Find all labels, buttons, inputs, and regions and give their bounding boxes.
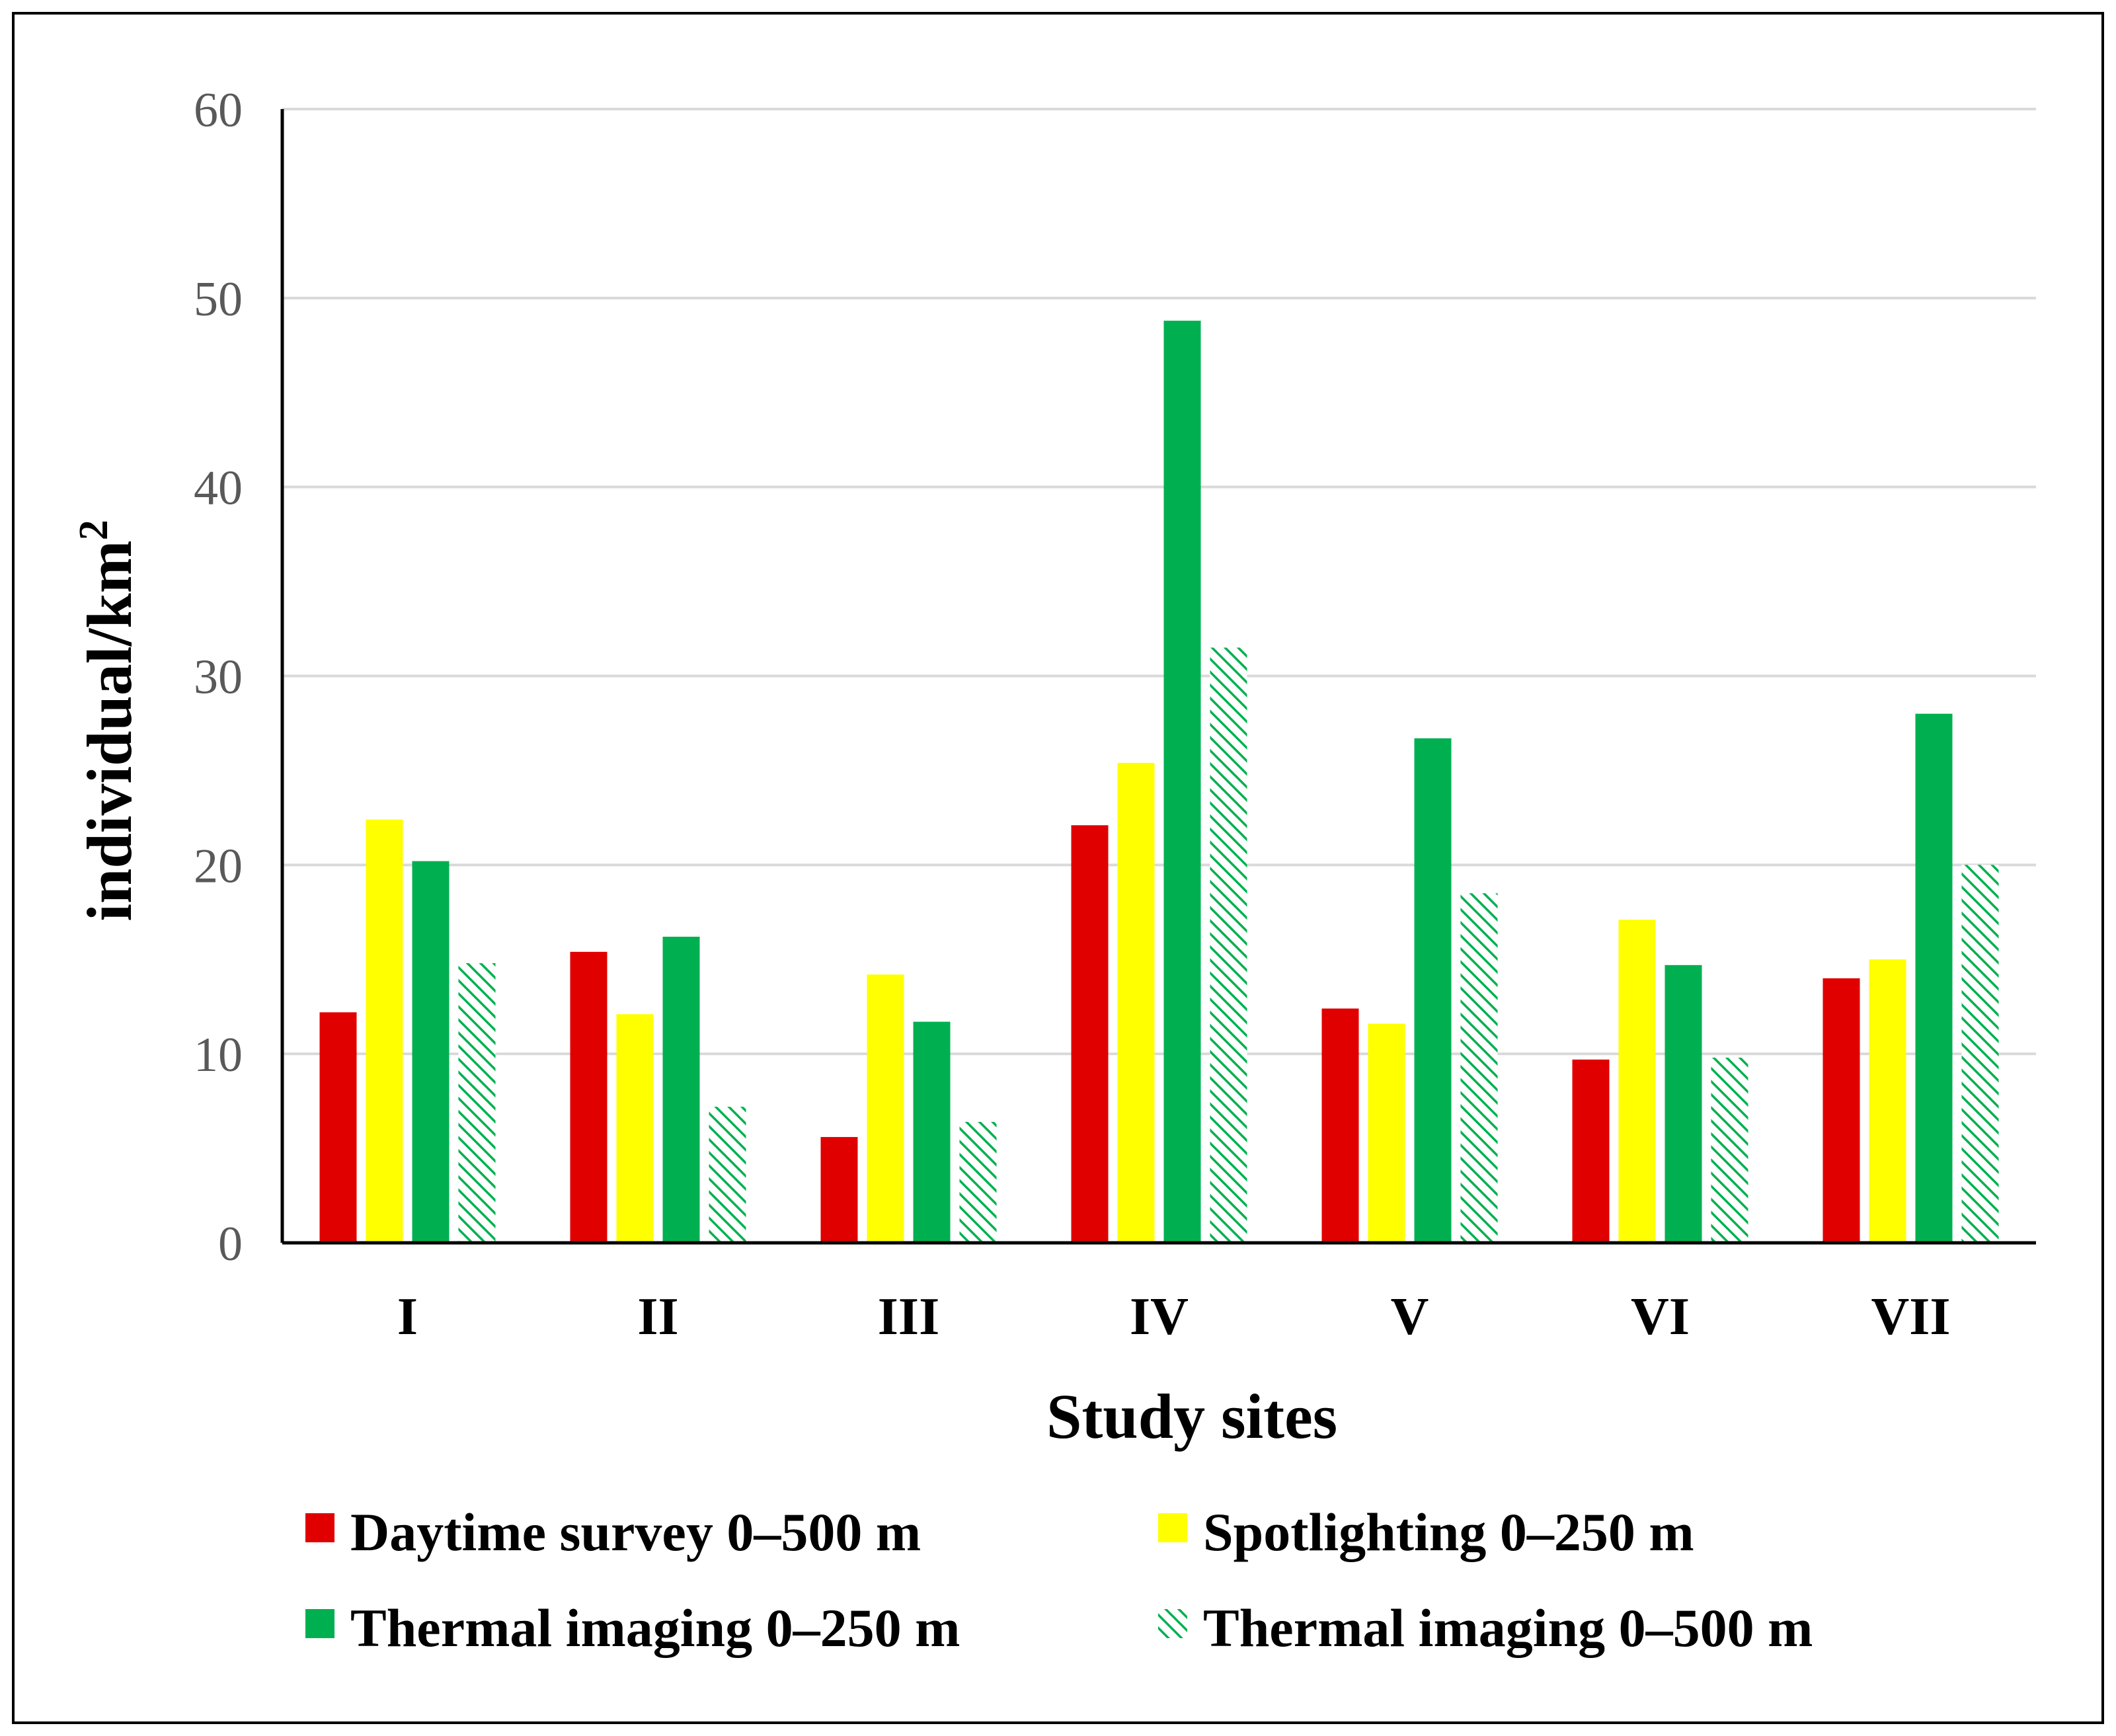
axes — [280, 109, 2036, 1245]
bar-V-series-1 — [1321, 1008, 1359, 1243]
bar-V-series-4 — [1460, 893, 1498, 1243]
bar-II-series-3 — [662, 936, 700, 1243]
bars — [319, 321, 1999, 1243]
y-tick-labels: 0 10 20 30 40 50 60 — [194, 83, 243, 1271]
legend-label-4: Thermal imaging 0–500 m — [1203, 1598, 1813, 1658]
x-tick-label-I: I — [397, 1288, 418, 1346]
x-tick-label-VI: VI — [1631, 1288, 1690, 1346]
bar-III-series-2 — [867, 974, 904, 1243]
bar-II-series-1 — [570, 951, 607, 1243]
legend-label-3: Thermal imaging 0–250 m — [350, 1598, 960, 1658]
bar-II-series-4 — [709, 1107, 746, 1243]
x-tick-label-II: II — [637, 1288, 678, 1346]
y-axis-title: individual/km2 — [71, 520, 145, 921]
y-axis-title-superscript: 2 — [71, 520, 116, 540]
y-axis-title-text: individual/km — [74, 540, 145, 921]
x-tick-label-VII: VII — [1871, 1288, 1950, 1346]
y-tick-label-10: 10 — [194, 1028, 243, 1082]
bar-VII-series-4 — [1961, 865, 1999, 1243]
bar-IV-series-2 — [1117, 762, 1155, 1243]
bar-VII-series-1 — [1822, 978, 1860, 1243]
bar-IV-series-1 — [1071, 825, 1109, 1243]
y-tick-label-0: 0 — [218, 1217, 243, 1271]
bar-II-series-2 — [616, 1014, 654, 1243]
legend-swatch-2 — [1158, 1513, 1187, 1542]
legend-label-1: Daytime survey 0–500 m — [350, 1502, 921, 1562]
y-tick-label-60: 60 — [194, 83, 243, 138]
x-tick-label-III: III — [878, 1288, 939, 1346]
x-tick-label-V: V — [1391, 1288, 1429, 1346]
bar-VI-series-2 — [1618, 920, 1656, 1243]
bar-III-series-1 — [820, 1136, 858, 1243]
x-axis-title: Study sites — [1046, 1381, 1337, 1452]
bar-VII-series-2 — [1869, 959, 1906, 1243]
bar-V-series-3 — [1414, 738, 1452, 1243]
legend-swatch-4 — [1158, 1609, 1187, 1638]
bar-I-series-1 — [319, 1012, 357, 1243]
legend: Daytime survey 0–500 m Spotlighting 0–250… — [305, 1502, 1813, 1658]
bar-VI-series-1 — [1572, 1059, 1610, 1243]
bar-VI-series-3 — [1665, 965, 1702, 1243]
bar-I-series-2 — [366, 819, 403, 1243]
x-tick-label-IV: IV — [1130, 1288, 1189, 1346]
y-tick-label-50: 50 — [194, 272, 243, 327]
gridlines — [282, 108, 2036, 1056]
bar-III-series-4 — [959, 1122, 997, 1243]
bar-IV-series-4 — [1210, 647, 1247, 1243]
bar-VII-series-3 — [1915, 713, 1953, 1243]
x-tick-labels: I II III IV V VI VII — [397, 1288, 1951, 1346]
legend-label-2: Spotlighting 0–250 m — [1203, 1502, 1694, 1562]
bar-V-series-2 — [1368, 1023, 1405, 1243]
bar-VI-series-4 — [1711, 1057, 1748, 1243]
y-tick-label-40: 40 — [194, 461, 243, 516]
bar-I-series-3 — [412, 861, 450, 1243]
legend-swatch-1 — [305, 1513, 334, 1542]
bar-III-series-3 — [913, 1021, 951, 1243]
legend-swatch-3 — [305, 1609, 334, 1638]
y-tick-label-30: 30 — [194, 651, 243, 705]
y-tick-label-20: 20 — [194, 839, 243, 893]
bar-IV-series-3 — [1163, 321, 1201, 1243]
bar-I-series-4 — [458, 963, 496, 1243]
